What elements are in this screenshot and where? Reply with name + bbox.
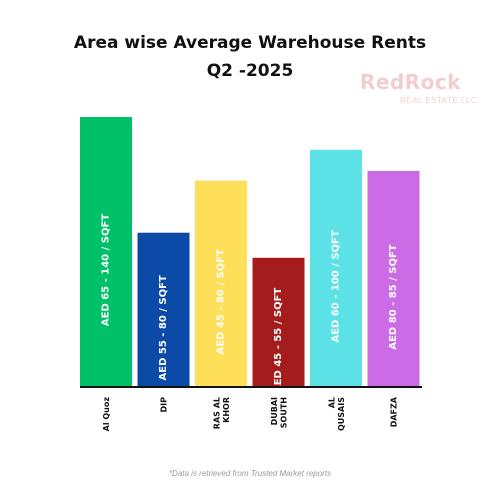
x-tick-label: ALQUSAIS [327, 397, 346, 431]
x-tick-label: RAS ALKHOR [212, 397, 231, 429]
bar-5 [367, 171, 420, 387]
company-logo: RedRock REAL ESTATE LLC [360, 70, 500, 120]
logo-wordmark: RedRock [360, 70, 462, 94]
footnote: *Data is retrieved from Trusted Market r… [168, 469, 332, 478]
bar-0 [80, 117, 132, 387]
bar-1 [137, 232, 190, 387]
x-tick-label: DAFZA [390, 396, 399, 427]
bar-2 [195, 180, 247, 387]
chart-title: Area wise Average Warehouse Rents [73, 33, 427, 53]
bar-data-label: AED 65 - 140 / SQFT [101, 214, 112, 326]
bar-data-label: AED 60 - 100 / SQFT [331, 230, 342, 342]
bar-data-label: AED 45 - 80 / SQFT [216, 249, 227, 354]
x-tick-label: Al Quoz [102, 397, 111, 432]
bar-4 [310, 149, 362, 387]
x-tick-label: DUBAISOUTH [270, 397, 289, 428]
bar-data-label: AED 45 - 55 / SQFT [273, 288, 284, 393]
chart-subtitle: Q2 -2025 [206, 61, 294, 81]
logo-tagline: REAL ESTATE LLC [400, 96, 478, 105]
bar-data-label: AED 55 - 80 / SQFT [158, 275, 169, 380]
bar-3 [252, 257, 305, 387]
x-tick-label: DIP [160, 397, 169, 413]
bar-data-label: AED 80 - 85 / SQFT [388, 244, 399, 349]
